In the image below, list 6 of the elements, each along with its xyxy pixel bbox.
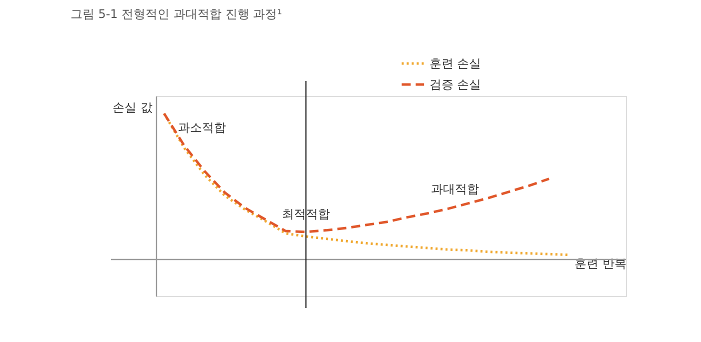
annotation: 과소적합 — [178, 120, 226, 135]
annotation: 과대적합 — [431, 182, 480, 196]
legend-label: 훈련 손실 — [429, 56, 482, 70]
y-axis-title: 손실 값 — [112, 100, 152, 114]
chart-title: 그림 5-1 전형적인 과대적합 진행 과정¹ — [70, 7, 282, 21]
legend-label: 검증 손실 — [429, 78, 482, 92]
